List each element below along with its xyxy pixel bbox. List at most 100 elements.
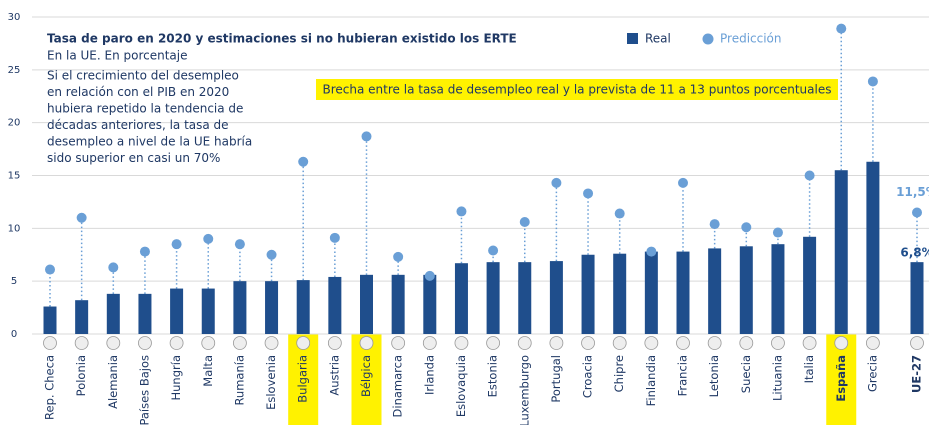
x-tick-label: Bélgica [359, 355, 373, 397]
flag [644, 336, 659, 350]
prediction-dot [583, 188, 594, 199]
prediction-dot [234, 239, 245, 250]
prediction-dot [646, 246, 657, 257]
bar [549, 261, 563, 334]
x-tick-label: UE-27 [910, 355, 924, 393]
x-tick-label: Polonia [74, 355, 88, 396]
flag [201, 336, 216, 350]
flag [138, 336, 152, 350]
y-tick-label: 5 [11, 276, 17, 287]
prediction-dot [614, 208, 625, 219]
x-tick-label: Luxemburgo [517, 355, 531, 425]
bar [613, 253, 627, 334]
flag [834, 336, 849, 350]
legend-label: Predicción [720, 32, 782, 46]
bar [644, 251, 658, 334]
flag [359, 336, 374, 350]
x-tick-label: Rumanía [232, 355, 246, 406]
bar [296, 280, 310, 334]
prediction-dot [203, 233, 214, 244]
x-tick-label: Chipre [612, 355, 626, 392]
prediction-dot [393, 251, 404, 262]
bar [910, 262, 924, 334]
flag [802, 336, 817, 350]
x-tick-label: Austria [327, 355, 341, 396]
bar [233, 281, 247, 334]
y-tick-label: 30 [8, 12, 21, 23]
x-tick-label: Francia [676, 355, 690, 396]
x-tick-label: España [834, 355, 848, 402]
flag [454, 336, 469, 350]
bar [486, 262, 500, 334]
y-tick-label: 25 [8, 65, 21, 76]
flag [391, 336, 406, 350]
prediction-dot [139, 246, 150, 257]
prediction-dot [298, 156, 309, 167]
prediction-dot [912, 207, 922, 218]
bar [360, 274, 373, 334]
x-tick-label: Rep. Checa [43, 355, 57, 420]
flag [517, 336, 532, 350]
x-tick-label: Irlanda [422, 355, 436, 395]
bar [834, 170, 848, 334]
prediction-dot [519, 216, 530, 227]
chart-title: Tasa de paro en 2020 y estimaciones si n… [47, 32, 517, 46]
x-tick-label: Portugal [549, 355, 563, 403]
x-tick-label: Eslovaquia [454, 355, 468, 417]
bar [75, 300, 89, 334]
flag [74, 336, 89, 350]
flag [169, 336, 184, 350]
bar [708, 248, 722, 334]
x-tick-label: Hungría [169, 355, 183, 401]
flag [486, 336, 501, 350]
y-tick-label: 0 [11, 329, 17, 340]
x-tick-label: Estonia [486, 355, 500, 397]
x-tick-label: Alemania [106, 355, 120, 409]
x-tick-label: Lituania [770, 355, 784, 401]
prediction-dot [488, 245, 499, 256]
flag [676, 336, 690, 350]
note-line: desempleo a nivel de la UE habría [47, 135, 252, 149]
flag [106, 336, 121, 350]
bar [454, 263, 468, 334]
bar [201, 288, 215, 334]
flag [422, 336, 437, 350]
bar [581, 254, 595, 334]
flag [581, 336, 595, 350]
y-tick-label: 15 [8, 171, 21, 182]
flag [296, 336, 311, 350]
bar [106, 293, 120, 334]
x-tick-label: Grecia [865, 355, 879, 392]
prediction-dot [361, 131, 372, 142]
note-line: en relación con el PIB en 2020 [47, 85, 229, 99]
x-tick-label: Letonia [707, 355, 721, 397]
bar [739, 246, 753, 334]
prediction-dot [456, 206, 467, 217]
prediction-dot [108, 262, 119, 273]
prediction-dot [804, 170, 815, 181]
flag [866, 336, 880, 350]
x-tick-label: Países Bajos [137, 355, 151, 425]
x-tick-label: Eslovenia [264, 355, 278, 410]
bar [676, 251, 690, 334]
flag [612, 336, 627, 350]
x-tick-label: Dinamarca [391, 355, 405, 417]
flag [43, 336, 57, 350]
annotation-box [316, 79, 838, 100]
prediction-dot [551, 177, 562, 188]
bar [866, 161, 880, 334]
flag [232, 336, 247, 350]
data-label: 11,5% [896, 185, 929, 199]
prediction-dot [424, 270, 435, 281]
prediction-dot [709, 219, 720, 230]
annotation: Brecha entre la tasa de desempleo real y… [323, 83, 832, 97]
prediction-dot [76, 212, 87, 223]
bar [265, 281, 279, 334]
bar [518, 262, 532, 334]
y-tick-label: 20 [8, 118, 21, 129]
bar [423, 274, 437, 334]
bar [43, 306, 57, 334]
x-tick-label: Bulgaria [296, 355, 310, 403]
prediction-dot [678, 177, 688, 188]
